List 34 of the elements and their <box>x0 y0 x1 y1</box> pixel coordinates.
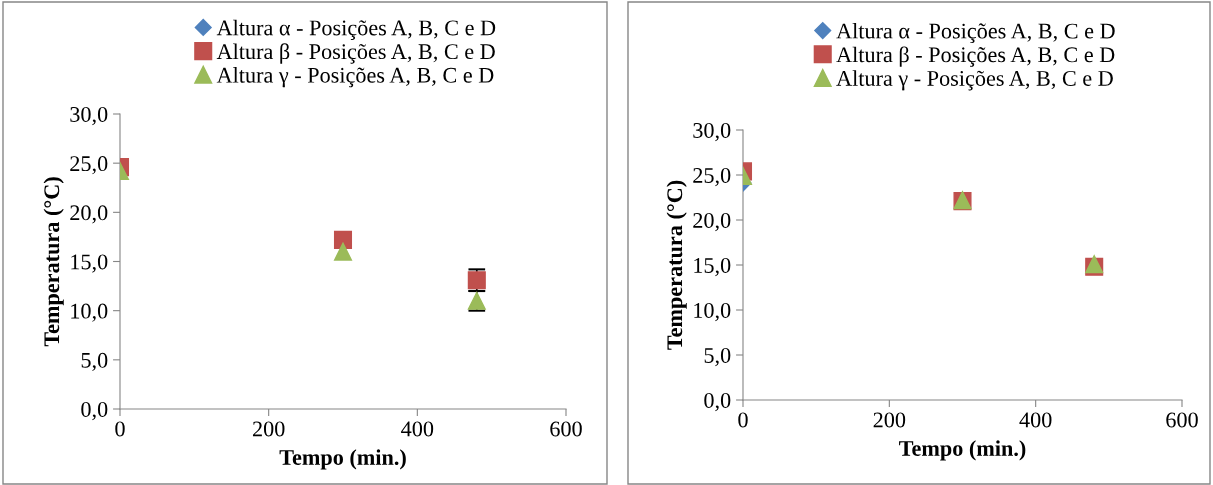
x-axis-title: Tempo (min.) <box>279 449 406 470</box>
y-axis-title: Temperatura (°C) <box>43 177 64 347</box>
y-tick-label: 10,0 <box>71 303 108 322</box>
x-tick-label: 400 <box>1019 412 1052 428</box>
legend-label: Altura γ - Posições A, B, C e D <box>836 70 1113 91</box>
y-tick-label: 20,0 <box>70 205 108 224</box>
legend-label: Altura β - Posições A, B, C e D <box>836 46 1115 67</box>
y-tick-label: 10,0 <box>694 302 731 322</box>
y-tick-label: 0,0 <box>704 392 731 412</box>
x-tick-label: 600 <box>1166 412 1198 428</box>
x-axis-title: Tempo (min.) <box>899 440 1026 461</box>
y-tick-label: 30,0 <box>693 122 731 142</box>
x-tick-label: 600 <box>550 421 582 437</box>
y-tick-label: 15,0 <box>71 254 108 273</box>
x-tick-label: 200 <box>252 421 285 437</box>
x-tick-label: 200 <box>873 412 906 428</box>
y-tick-label: 15,0 <box>694 257 731 277</box>
x-tick-label: 0 <box>115 421 125 437</box>
y-tick-label: 5,0 <box>81 352 108 371</box>
point <box>333 242 353 261</box>
y-tick-label: 20,0 <box>693 212 731 232</box>
point <box>333 230 353 249</box>
y-axis-title: Temperatura (°C) <box>666 180 687 350</box>
y-tick-label: 25,0 <box>70 156 108 175</box>
y-tick-label: 30,0 <box>70 106 108 126</box>
x-tick-label: 400 <box>401 421 434 437</box>
y-tick-label: 5,0 <box>704 347 731 367</box>
y-tick-label: 25,0 <box>693 167 731 187</box>
x-tick-label: 0 <box>738 412 748 428</box>
y-tick-label: 0,0 <box>81 401 108 421</box>
legend-label: Altura α - Posições A, B, C e D <box>216 19 496 40</box>
legend-label: Altura γ - Posições A, B, C e D <box>216 67 494 88</box>
legend-label: Altura β - Posições A, B, C e D <box>216 43 495 64</box>
legend-label: Altura α - Posições A, B, C e D <box>836 22 1115 44</box>
